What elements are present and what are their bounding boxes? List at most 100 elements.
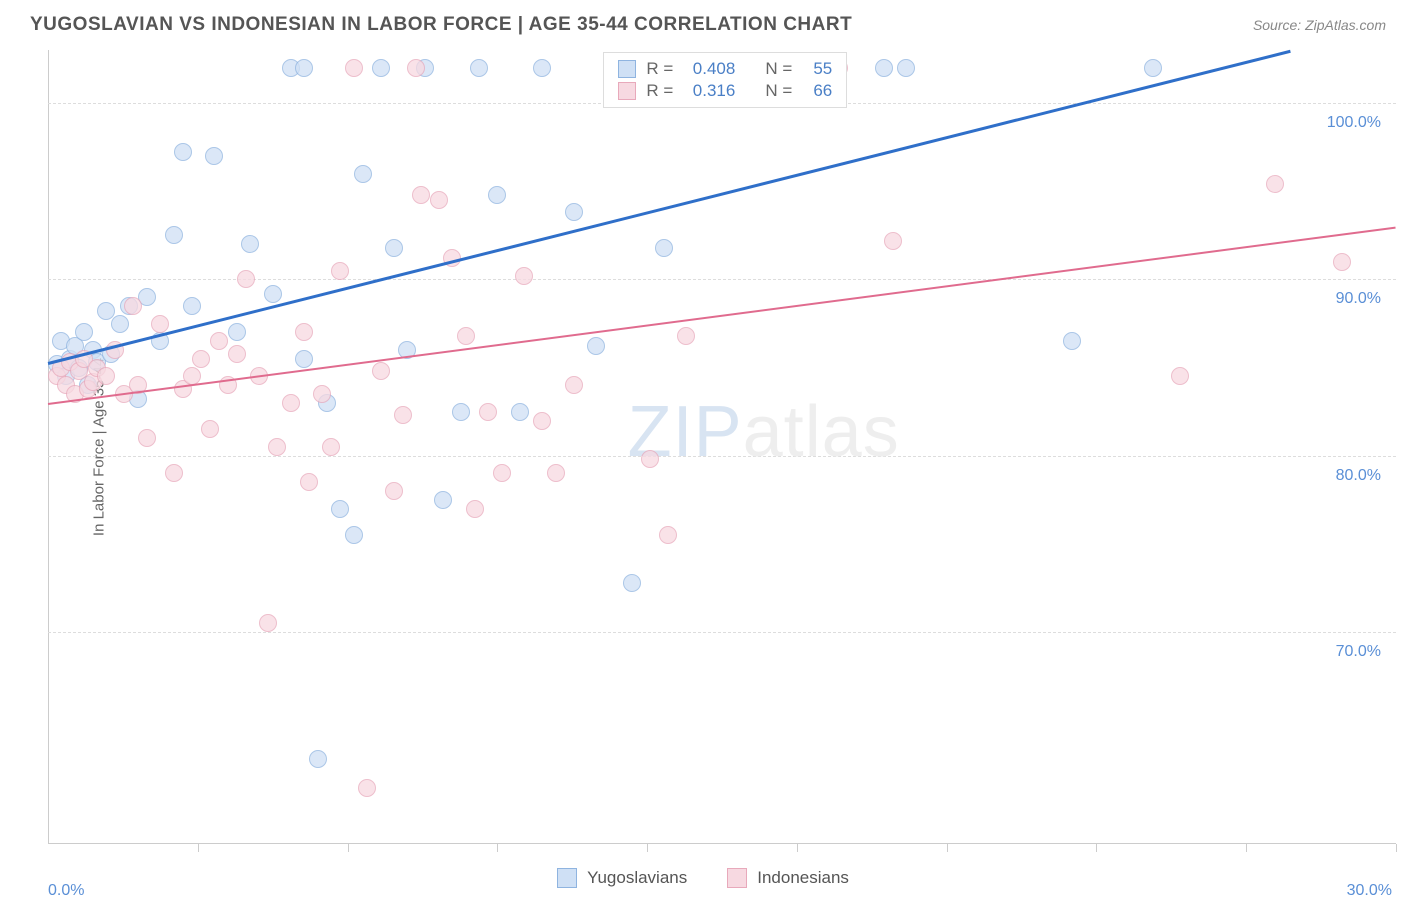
plot-area: In Labor Force | Age 35-44 70.0%80.0%90.…: [48, 50, 1396, 844]
x-tick: [1396, 844, 1397, 852]
x-tick: [348, 844, 349, 852]
stats-n-label: N =: [765, 81, 792, 101]
data-point: [875, 59, 893, 77]
data-point: [201, 420, 219, 438]
data-point: [394, 406, 412, 424]
data-point: [515, 267, 533, 285]
data-point: [884, 232, 902, 250]
plot-border: [48, 50, 1396, 844]
data-point: [412, 186, 430, 204]
data-point: [493, 464, 511, 482]
data-point: [138, 429, 156, 447]
data-point: [210, 332, 228, 350]
stats-n-label: N =: [765, 59, 792, 79]
y-tick-label: 90.0%: [1336, 290, 1381, 308]
data-point: [259, 614, 277, 632]
data-point: [457, 327, 475, 345]
data-point: [237, 270, 255, 288]
data-point: [165, 226, 183, 244]
x-tick: [647, 844, 648, 852]
data-point: [309, 750, 327, 768]
data-point: [264, 285, 282, 303]
data-point: [565, 376, 583, 394]
data-point: [385, 482, 403, 500]
data-point: [174, 143, 192, 161]
y-tick-label: 100.0%: [1327, 114, 1381, 132]
stats-r-label: R =: [646, 81, 673, 101]
data-point: [295, 350, 313, 368]
data-point: [1333, 253, 1351, 271]
legend-item-indonesians: Indonesians: [727, 868, 849, 888]
data-point: [434, 491, 452, 509]
stats-swatch: [618, 60, 636, 78]
data-point: [345, 526, 363, 544]
data-point: [75, 323, 93, 341]
data-point: [183, 297, 201, 315]
data-point: [533, 59, 551, 77]
stats-n-value: 55: [802, 59, 832, 79]
data-point: [385, 239, 403, 257]
legend: Yugoslavians Indonesians: [0, 868, 1406, 888]
chart-header: YUGOSLAVIAN VS INDONESIAN IN LABOR FORCE…: [0, 0, 1406, 50]
data-point: [111, 315, 129, 333]
stats-legend-box: R =0.408N =55R =0.316N =66: [603, 52, 847, 108]
data-point: [228, 345, 246, 363]
x-tick: [497, 844, 498, 852]
data-point: [470, 59, 488, 77]
stats-n-value: 66: [802, 81, 832, 101]
data-point: [282, 394, 300, 412]
y-tick-label: 80.0%: [1336, 467, 1381, 485]
x-tick: [1246, 844, 1247, 852]
data-point: [124, 297, 142, 315]
data-point: [623, 574, 641, 592]
legend-item-yugoslavians: Yugoslavians: [557, 868, 687, 888]
data-point: [677, 327, 695, 345]
data-point: [358, 779, 376, 797]
data-point: [228, 323, 246, 341]
data-point: [268, 438, 286, 456]
data-point: [295, 323, 313, 341]
gridline: [48, 632, 1396, 633]
data-point: [488, 186, 506, 204]
legend-swatch-yugoslavians: [557, 868, 577, 888]
legend-label-yugoslavians: Yugoslavians: [587, 868, 687, 888]
data-point: [331, 262, 349, 280]
source-label: Source: ZipAtlas.com: [1253, 17, 1386, 33]
data-point: [331, 500, 349, 518]
data-point: [205, 147, 223, 165]
data-point: [192, 350, 210, 368]
stats-row: R =0.408N =55: [618, 59, 832, 79]
legend-label-indonesians: Indonesians: [757, 868, 849, 888]
data-point: [655, 239, 673, 257]
data-point: [322, 438, 340, 456]
x-tick: [797, 844, 798, 852]
data-point: [511, 403, 529, 421]
data-point: [1063, 332, 1081, 350]
legend-swatch-indonesians: [727, 868, 747, 888]
data-point: [565, 203, 583, 221]
data-point: [241, 235, 259, 253]
data-point: [641, 450, 659, 468]
data-point: [372, 59, 390, 77]
data-point: [587, 337, 605, 355]
data-point: [479, 403, 497, 421]
chart-title: YUGOSLAVIAN VS INDONESIAN IN LABOR FORCE…: [30, 14, 852, 36]
data-point: [372, 362, 390, 380]
data-point: [165, 464, 183, 482]
data-point: [313, 385, 331, 403]
data-point: [547, 464, 565, 482]
data-point: [1144, 59, 1162, 77]
data-point: [300, 473, 318, 491]
stats-swatch: [618, 82, 636, 100]
y-tick-label: 70.0%: [1336, 643, 1381, 661]
data-point: [430, 191, 448, 209]
stats-r-label: R =: [646, 59, 673, 79]
gridline: [48, 456, 1396, 457]
x-tick: [1096, 844, 1097, 852]
data-point: [345, 59, 363, 77]
data-point: [897, 59, 915, 77]
data-point: [452, 403, 470, 421]
data-point: [295, 59, 313, 77]
data-point: [407, 59, 425, 77]
data-point: [1266, 175, 1284, 193]
